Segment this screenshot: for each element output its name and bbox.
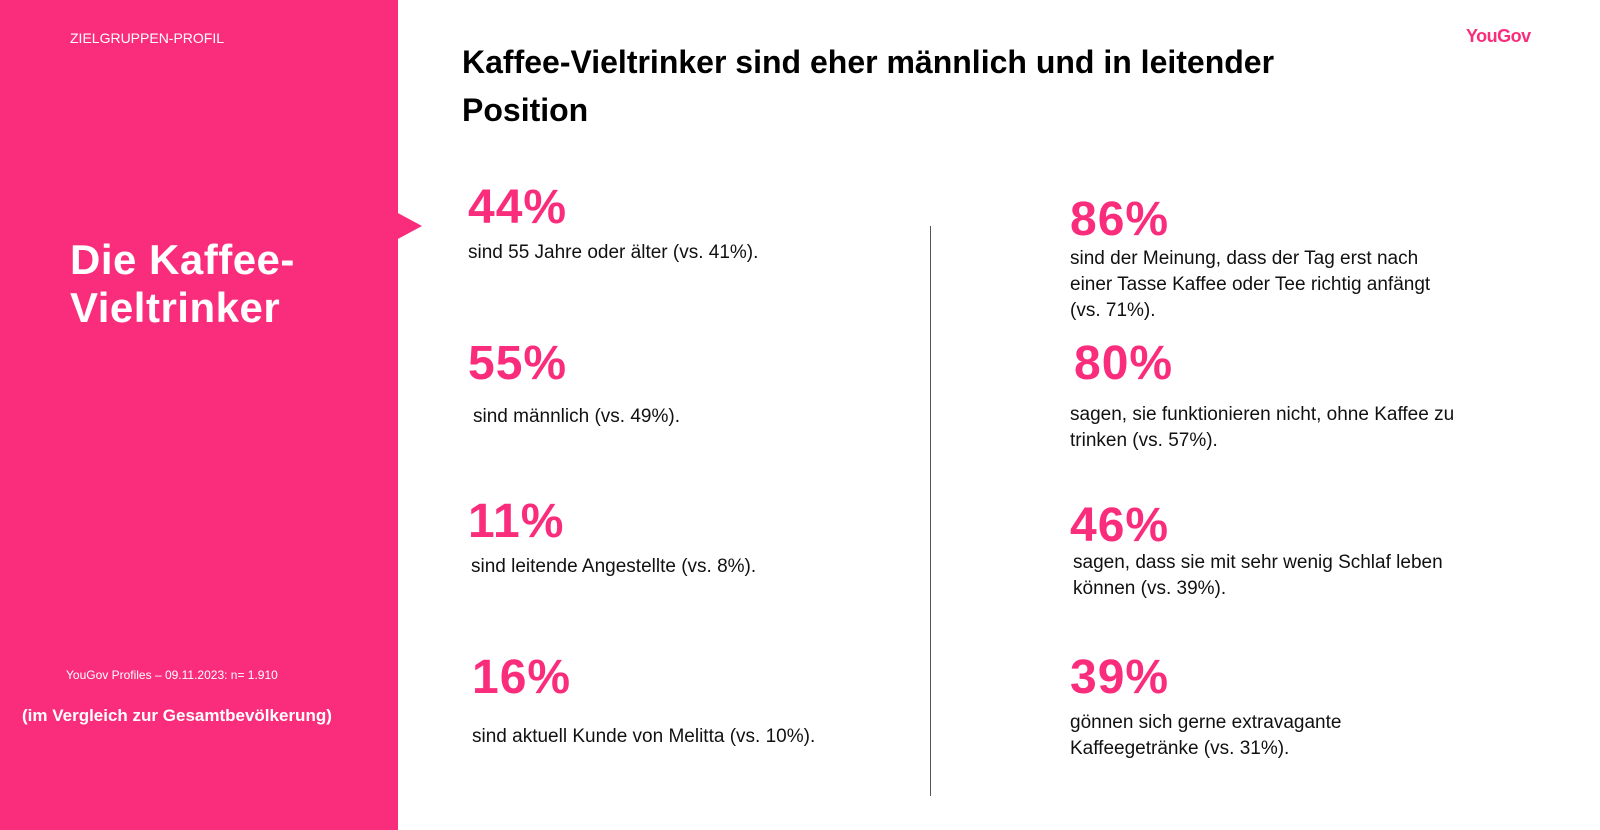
stat-description: sind der Meinung, dass der Tag erst nach… xyxy=(1070,248,1431,321)
sidebar-panel: ZIELGRUPPEN-PROFIL Die Kaffee-Vieltrinke… xyxy=(0,0,398,830)
stat-value: 86% xyxy=(1070,193,1170,246)
sidebar-title: Die Kaffee-Vieltrinker xyxy=(70,236,295,331)
stat-description: gönnen sich gerne extravagante Kaffeeget… xyxy=(1070,712,1342,759)
source-note: YouGov Profiles – 09.11.2023: n= 1.910 xyxy=(66,668,278,682)
sidebar-pointer-arrow xyxy=(396,212,422,240)
stat-male: 55% sind männlich (vs. 49%). xyxy=(468,338,888,430)
stat-description: sind leitende Angestellte (vs. 8%). xyxy=(471,556,757,577)
comparison-note: (im Vergleich zur Gesamtbevölkerung) xyxy=(22,706,332,725)
stat-age: 44% sind 55 Jahre oder älter (vs. 41%). xyxy=(468,182,888,266)
stat-description: sind männlich (vs. 49%). xyxy=(473,406,680,427)
stat-melitta: 16% sind aktuell Kunde von Melitta (vs. … xyxy=(472,652,892,750)
stat-value: 46% xyxy=(1070,499,1170,552)
stat-description: sind 55 Jahre oder älter (vs. 41%). xyxy=(468,242,759,263)
column-divider xyxy=(930,226,931,796)
stat-description: sind aktuell Kunde von Melitta (vs. 10%)… xyxy=(472,726,816,747)
stat-function: 80% sagen, sie funktionieren nicht, ohne… xyxy=(1070,337,1494,454)
stat-value: 16% xyxy=(472,651,572,704)
eyebrow-label: ZIELGRUPPEN-PROFIL xyxy=(70,30,225,46)
stat-description: sagen, dass sie mit sehr wenig Schlaf le… xyxy=(1073,552,1443,599)
stat-value: 39% xyxy=(1070,651,1170,704)
stat-value: 55% xyxy=(468,337,568,390)
stat-value: 80% xyxy=(1074,337,1174,390)
yougov-logo: YouGov xyxy=(1466,26,1531,46)
stat-value: 11% xyxy=(468,495,565,548)
stat-extravagant: 39% gönnen sich gerne extravagante Kaffe… xyxy=(1070,652,1490,762)
stat-day-start: 86% sind der Meinung, dass der Tag erst … xyxy=(1070,194,1470,324)
stat-description: sagen, sie funktionieren nicht, ohne Kaf… xyxy=(1070,404,1455,451)
stat-sleep: 46% sagen, dass sie mit sehr wenig Schla… xyxy=(1070,500,1490,602)
page-title: Kaffee-Vieltrinker sind eher männlich un… xyxy=(462,44,1275,128)
stat-value: 44% xyxy=(468,181,568,234)
stat-executives: 11% sind leitende Angestellte (vs. 8%). xyxy=(468,496,888,580)
